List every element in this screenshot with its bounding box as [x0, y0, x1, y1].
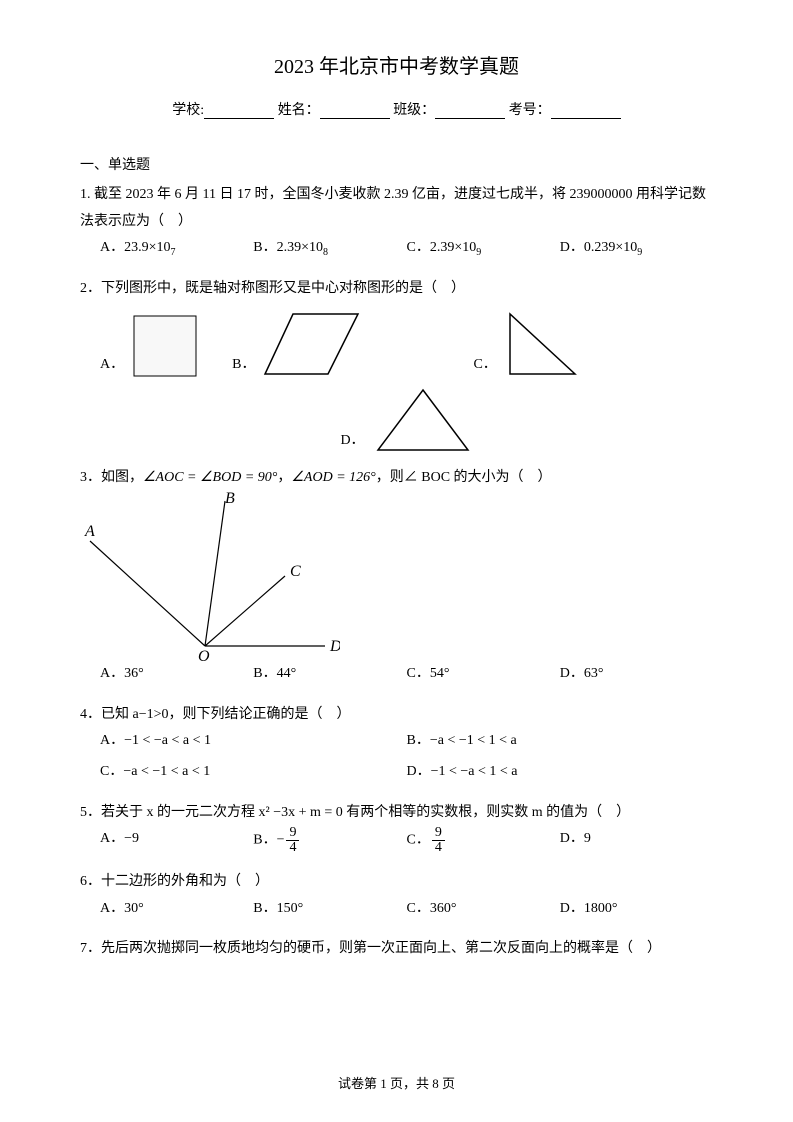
q1-option-d: D．0.239×109 [560, 235, 713, 262]
question-6-text: 6．十二边形的外角和为（ ） [80, 869, 713, 896]
square-icon [132, 314, 202, 379]
school-blank [204, 103, 274, 119]
q6-option-b: B．150° [253, 896, 406, 923]
q1-option-c: C．2.39×109 [407, 235, 560, 262]
question-4: 4．已知 a−1>0，则下列结论正确的是（ ） A．−1 < −a < a < … [80, 702, 713, 790]
q1-option-b: B．2.39×108 [253, 235, 406, 262]
name-label: 姓名： [278, 103, 320, 118]
question-4-options: A．−1 < −a < a < 1 B．−a < −1 < 1 < a C．−a… [80, 728, 713, 789]
question-7-text: 7．先后两次抛掷同一枚质地均匀的硬币，则第一次正面向上、第二次反面向上的概率是（… [80, 936, 713, 963]
question-2: 2．下列图形中，既是轴对称图形又是中心对称图形的是（ ） A． B． C． [80, 276, 713, 455]
q6-option-a: A．30° [100, 896, 253, 923]
question-1: 1. 截至 2023 年 6 月 11 日 17 时，全国冬小麦收款 2.39 … [80, 182, 713, 266]
q5-option-b: B．−94 [253, 826, 406, 855]
q4-option-c: C．−a < −1 < a < 1 [100, 759, 407, 786]
q5-option-a: A．−9 [100, 826, 253, 855]
q2-option-a: A． [100, 314, 202, 379]
label-d: D [329, 638, 340, 655]
label-o: O [198, 648, 210, 661]
q4-option-a: A．−1 < −a < a < 1 [100, 728, 407, 755]
question-5-options: A．−9 B．−94 C．94 D．9 [80, 826, 713, 859]
q4-option-d: D．−1 < −a < 1 < a [407, 759, 714, 786]
label-b: B [225, 491, 235, 507]
question-3-text: 3．如图，∠AOC = ∠BOD = 90°，∠AOD = 126°，则∠ BO… [80, 465, 713, 492]
student-info-line: 学校: 姓名： 班级： 考号： [80, 99, 713, 119]
section-1: 一、单选题 1. 截至 2023 年 6 月 11 日 17 时，全国冬小麦收款… [80, 154, 713, 963]
question-7: 7．先后两次抛掷同一枚质地均匀的硬币，则第一次正面向上、第二次反面向上的概率是（… [80, 936, 713, 963]
q6-option-d: D．1800° [560, 896, 713, 923]
right-triangle-icon [505, 309, 580, 379]
parallelogram-icon [263, 309, 363, 379]
id-label: 考号： [509, 103, 551, 118]
section-1-title: 一、单选题 [80, 154, 713, 174]
question-6: 6．十二边形的外角和为（ ） A．30° B．150° C．360° D．180… [80, 869, 713, 926]
class-blank [435, 103, 505, 119]
question-3-options: A．36° B．44° C．54° D．63° [80, 661, 713, 692]
q3-option-a: A．36° [100, 661, 253, 688]
angle-diagram: A B C D O [80, 491, 340, 661]
q2-option-b: B． [232, 309, 363, 379]
page-footer: 试卷第 1 页，共 8 页 [0, 1073, 793, 1092]
question-1-text: 1. 截至 2023 年 6 月 11 日 17 时，全国冬小麦收款 2.39 … [80, 182, 713, 235]
q3-option-c: C．54° [407, 661, 560, 688]
triangle-icon [373, 385, 473, 455]
question-6-options: A．30° B．150° C．360° D．1800° [80, 896, 713, 927]
class-label: 班级： [393, 103, 435, 118]
q2-option-c: C． [473, 309, 579, 379]
question-2-shapes-row-2: D． [80, 385, 713, 455]
q5-option-c: C．94 [407, 826, 560, 855]
q3-option-d: D．63° [560, 661, 713, 688]
q4-option-b: B．−a < −1 < 1 < a [407, 728, 714, 755]
page-title: 2023 年北京市中考数学真题 [80, 50, 713, 79]
question-3: 3．如图，∠AOC = ∠BOD = 90°，∠AOD = 126°，则∠ BO… [80, 465, 713, 692]
question-4-text: 4．已知 a−1>0，则下列结论正确的是（ ） [80, 702, 713, 729]
q6-option-c: C．360° [407, 896, 560, 923]
question-2-text: 2．下列图形中，既是轴对称图形又是中心对称图形的是（ ） [80, 276, 713, 303]
label-c: C [290, 563, 301, 580]
question-1-options: A．23.9×107 B．2.39×108 C．2.39×109 D．0.239… [80, 235, 713, 266]
name-blank [320, 103, 390, 119]
q1-option-a: A．23.9×107 [100, 235, 253, 262]
id-blank [551, 103, 621, 119]
q5-option-d: D．9 [560, 826, 713, 855]
label-a: A [84, 523, 95, 540]
question-5: 5．若关于 x 的一元二次方程 x² −3x + m = 0 有两个相等的实数根… [80, 800, 713, 860]
question-2-shapes-row-1: A． B． C． [80, 309, 713, 379]
q2-option-d: D． [340, 385, 472, 455]
q3-option-b: B．44° [253, 661, 406, 688]
school-label: 学校: [172, 103, 204, 118]
question-5-text: 5．若关于 x 的一元二次方程 x² −3x + m = 0 有两个相等的实数根… [80, 800, 713, 827]
